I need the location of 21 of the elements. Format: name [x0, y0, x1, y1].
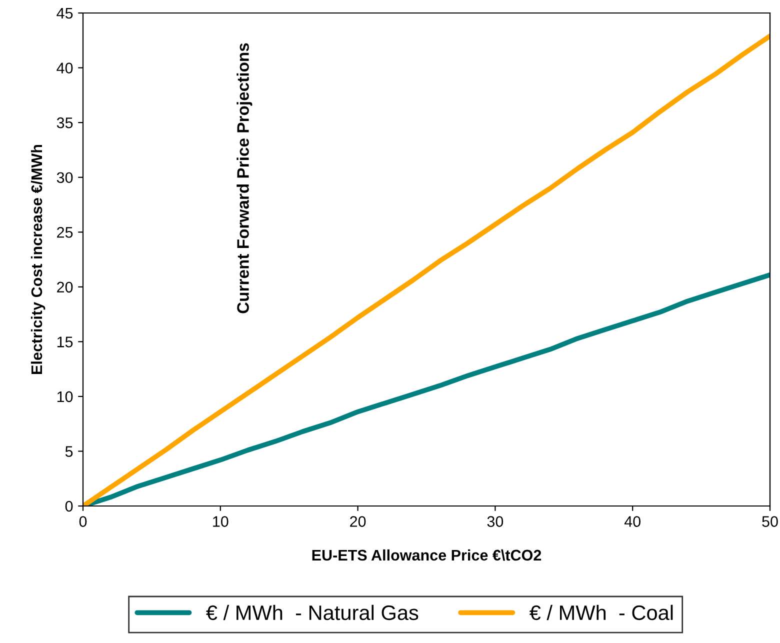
y-tick-label: 15: [57, 336, 73, 348]
x-tick-label: 40: [624, 516, 640, 527]
y-tick-label: 5: [65, 446, 73, 457]
x-tick-label: 20: [350, 516, 366, 527]
legend-label: € / MWh - Coal: [530, 604, 673, 620]
y-tick-label: 20: [57, 282, 73, 293]
x-tick-label: 0: [79, 516, 87, 527]
y-tick-label: 0: [65, 500, 73, 512]
y-tick-label: 30: [56, 172, 73, 184]
y-tick-label: 40: [56, 62, 73, 74]
annotation: Current Forward Price Projections: [236, 43, 252, 314]
y-tick-label: 25: [57, 226, 73, 238]
x-tick-label: 30: [487, 516, 504, 527]
x-axis-title: EU-ETS Allowance Price €\tCO2: [312, 549, 542, 561]
y-tick-label: 35: [56, 117, 73, 128]
y-tick-label: 10: [57, 391, 73, 402]
y-tick-label: 45: [56, 8, 73, 19]
x-tick-label: 50: [762, 516, 778, 527]
x-tick-label: 10: [213, 516, 228, 527]
y-axis-title: Electricity Cost increase €/MWh: [30, 144, 46, 374]
legend-label: € / MWh - Natural Gas: [206, 604, 418, 620]
